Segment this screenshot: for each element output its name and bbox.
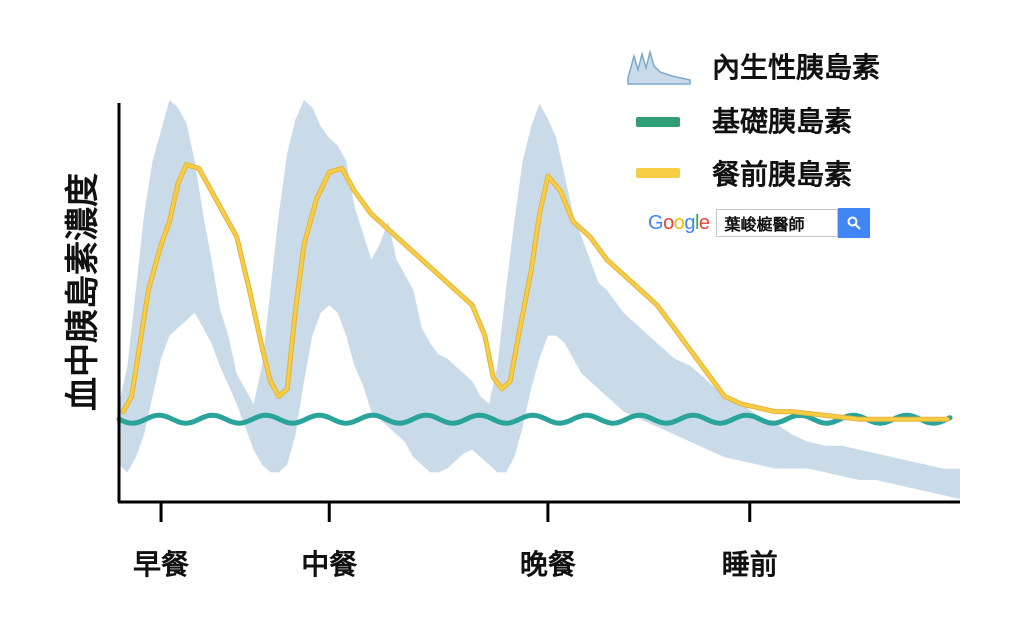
legend: 內生性胰島素 基礎胰島素 餐前胰島素	[627, 49, 880, 191]
legend-swatch-endogenous	[627, 49, 691, 85]
x-tick-label: 晚餐	[520, 548, 577, 581]
legend-item-basal: 基礎胰島素	[636, 105, 852, 138]
series-band-endogenous	[119, 100, 960, 499]
x-tick-layer: 早餐 中餐 晚餐 睡前	[133, 502, 778, 581]
search-badge[interactable]: Google 葉峻榳醫師	[648, 207, 888, 239]
legend-label-prandial: 餐前胰島素	[712, 158, 852, 191]
x-tick-label: 中餐	[301, 548, 358, 581]
google-logo: Google	[648, 211, 710, 234]
search-input[interactable]: 葉峻榳醫師	[715, 209, 838, 237]
series-band-layer	[119, 100, 960, 499]
search-button[interactable]	[837, 208, 870, 238]
legend-swatch-prandial	[636, 168, 680, 178]
legend-label-endogenous: 內生性胰島素	[712, 51, 880, 84]
series-line-layer	[116, 162, 953, 426]
legend-label-basal: 基礎胰島素	[712, 105, 852, 138]
y-axis-label: 血中胰島素濃度	[63, 173, 103, 411]
x-tick-label: 睡前	[722, 548, 778, 581]
legend-swatch-basal	[636, 117, 680, 127]
series-line-prandial	[121, 163, 949, 421]
x-tick-label: 早餐	[133, 548, 190, 581]
legend-item-prandial: 餐前胰島素	[636, 158, 852, 191]
series-line-basal	[116, 412, 953, 426]
search-icon	[847, 216, 861, 230]
legend-item-endogenous: 內生性胰島素	[627, 49, 880, 85]
